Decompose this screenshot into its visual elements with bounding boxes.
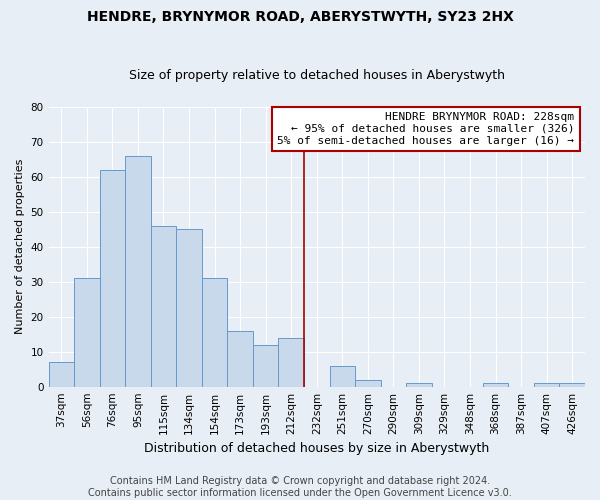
Bar — [253, 344, 278, 387]
Bar — [176, 229, 202, 386]
Bar — [151, 226, 176, 386]
Text: HENDRE, BRYNYMOR ROAD, ABERYSTWYTH, SY23 2HX: HENDRE, BRYNYMOR ROAD, ABERYSTWYTH, SY23… — [86, 10, 514, 24]
X-axis label: Distribution of detached houses by size in Aberystwyth: Distribution of detached houses by size … — [144, 442, 490, 455]
Bar — [125, 156, 151, 386]
Text: Contains HM Land Registry data © Crown copyright and database right 2024.
Contai: Contains HM Land Registry data © Crown c… — [88, 476, 512, 498]
Bar — [227, 330, 253, 386]
Bar — [329, 366, 355, 386]
Bar — [278, 338, 304, 386]
Bar — [49, 362, 74, 386]
Bar — [202, 278, 227, 386]
Text: HENDRE BRYNYMOR ROAD: 228sqm
← 95% of detached houses are smaller (326)
5% of se: HENDRE BRYNYMOR ROAD: 228sqm ← 95% of de… — [277, 112, 574, 146]
Bar — [559, 383, 585, 386]
Bar — [534, 383, 559, 386]
Bar — [406, 383, 432, 386]
Bar — [483, 383, 508, 386]
Bar — [355, 380, 380, 386]
Title: Size of property relative to detached houses in Aberystwyth: Size of property relative to detached ho… — [129, 69, 505, 82]
Y-axis label: Number of detached properties: Number of detached properties — [15, 159, 25, 334]
Bar — [100, 170, 125, 386]
Bar — [74, 278, 100, 386]
